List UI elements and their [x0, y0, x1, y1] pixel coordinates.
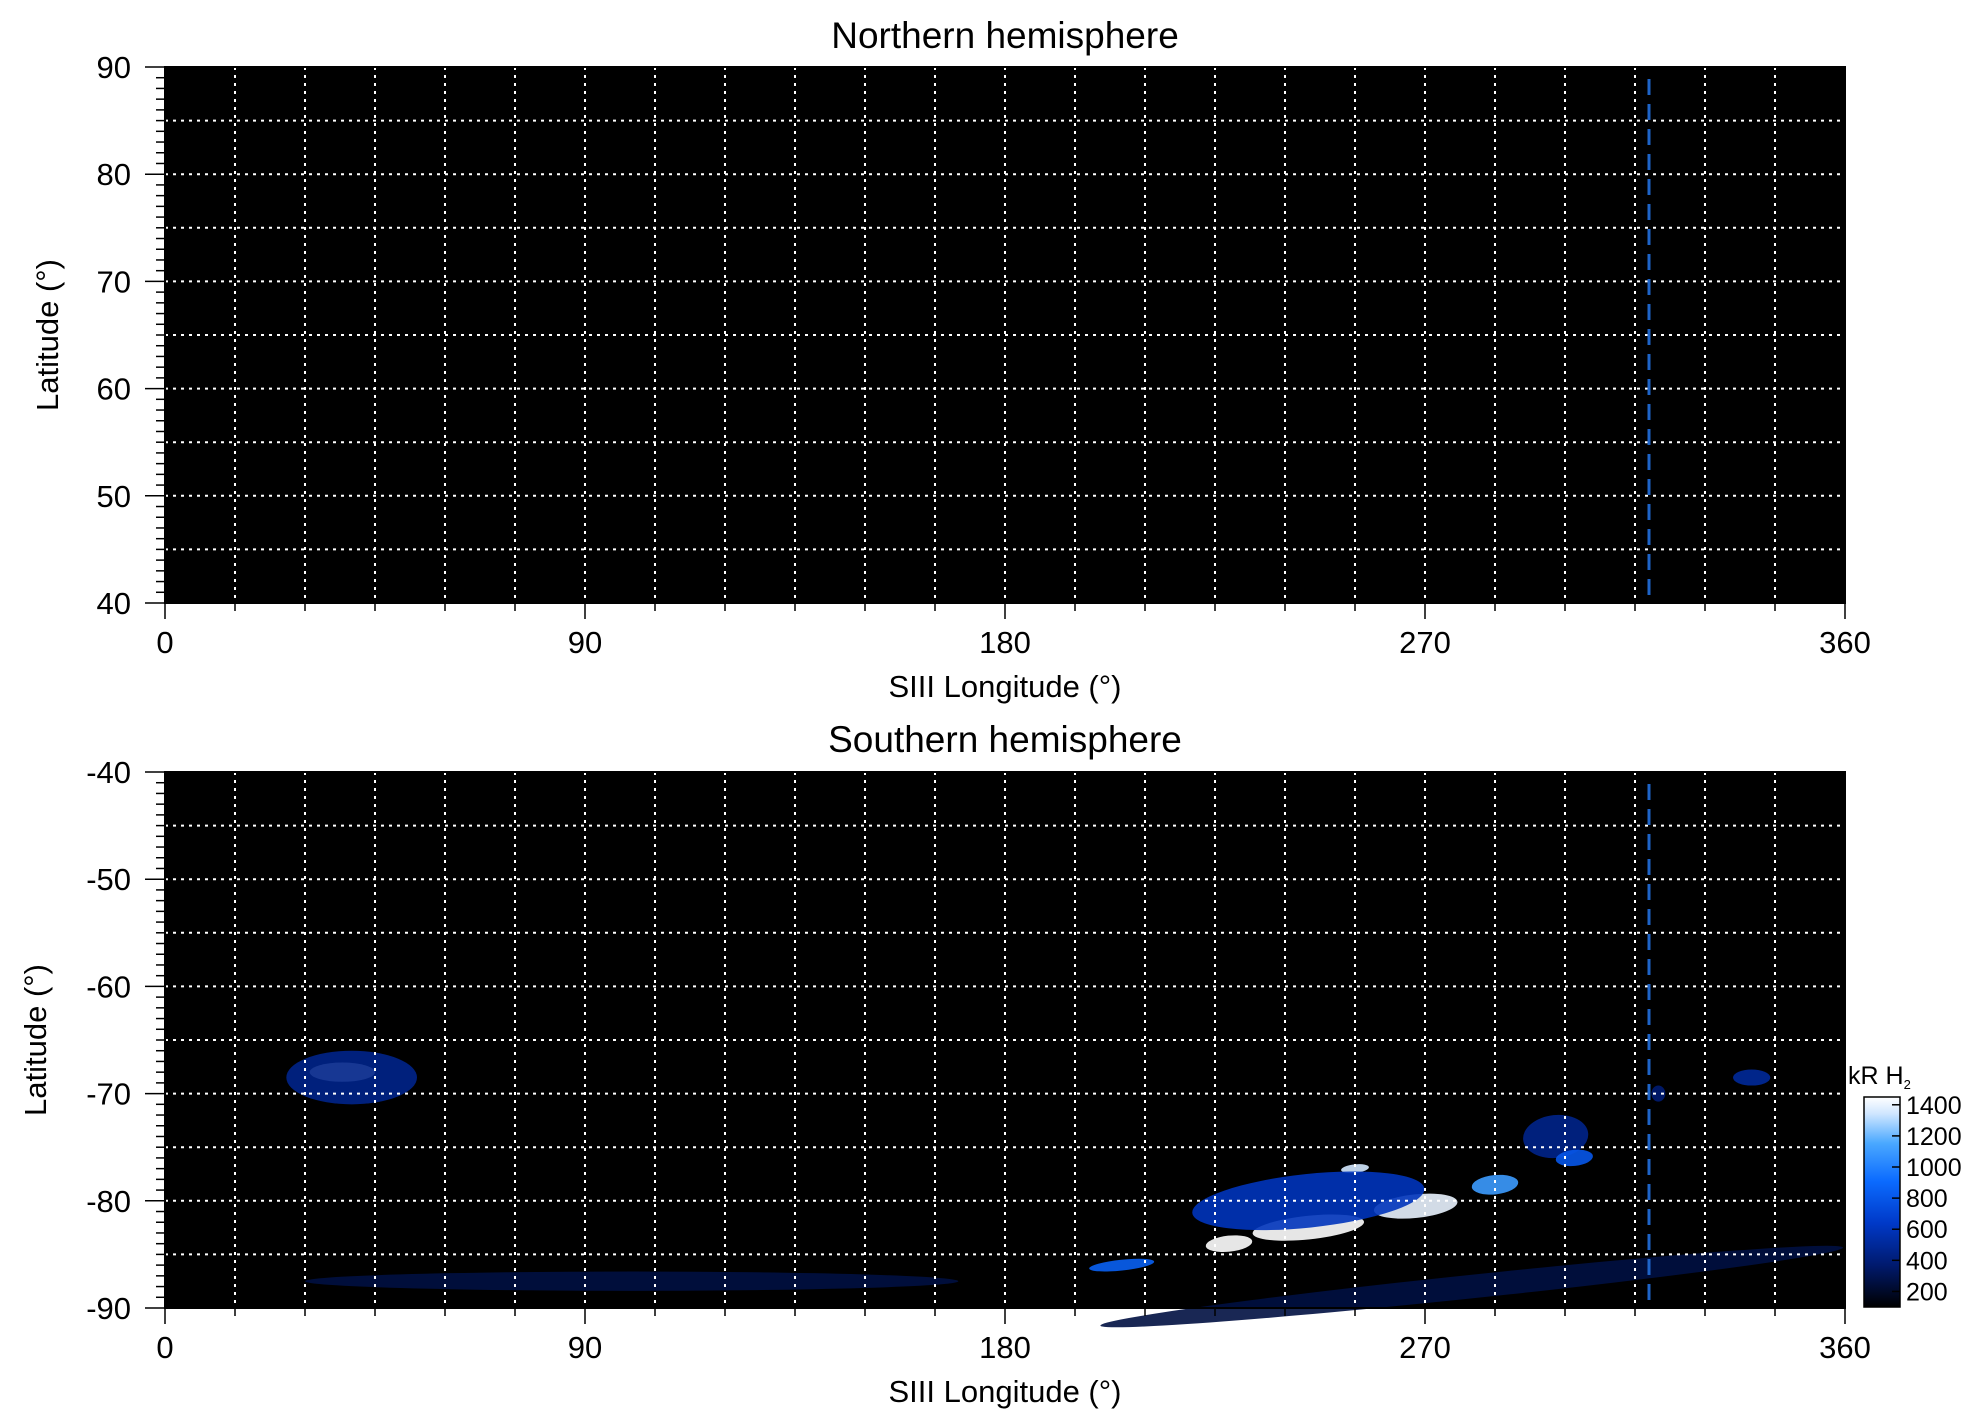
y-tick-label: -40 — [86, 755, 131, 790]
heatmap-area — [165, 772, 1845, 1328]
axes: 0 90 180 270 360 -40 -50 -60 -70 -80 -90 — [86, 755, 1871, 1365]
colorbar-ticks: 1400 1200 1000 800 600 400 200 — [1892, 1092, 1962, 1306]
colorbar-tick-label: 400 — [1906, 1247, 1948, 1275]
y-tick-label: -90 — [86, 1291, 131, 1326]
colorbar: kR H2 1400 1200 1000 800 600 400 200 — [1848, 1062, 1962, 1308]
x-tick-label: 180 — [979, 625, 1031, 660]
colorbar-tick-label: 1000 — [1906, 1154, 1962, 1182]
colorbar-title: kR H2 — [1848, 1062, 1911, 1092]
emission-region — [1651, 1085, 1666, 1102]
emission-region — [1100, 1245, 1843, 1328]
northern-hemisphere-panel: Northern hemisphere 0 90 180 270 360 40 50 60 70… — [30, 15, 1871, 704]
x-tick-label: 90 — [568, 625, 602, 660]
emission-region — [305, 1271, 959, 1291]
y-tick-label: -50 — [86, 862, 131, 897]
emission-region — [1523, 1114, 1589, 1159]
emission-region — [1341, 1164, 1369, 1174]
colorbar-tick-label: 200 — [1906, 1278, 1948, 1306]
heatmap-area — [165, 67, 1845, 603]
y-axis-label: Latitude (°) — [30, 259, 65, 411]
x-tick-label: 0 — [156, 625, 173, 660]
y-tick-label: -80 — [86, 1184, 131, 1219]
x-tick-label: 270 — [1399, 1330, 1451, 1365]
x-tick-label: 0 — [156, 1330, 173, 1365]
y-axis-label: Latitude (°) — [18, 964, 53, 1116]
x-tick-label: 180 — [979, 1330, 1031, 1365]
y-tick-label: 90 — [97, 50, 131, 85]
y-tick-label: 80 — [97, 157, 131, 192]
y-tick-label: 70 — [97, 264, 131, 299]
y-tick-label: 40 — [97, 586, 131, 621]
x-axis-label: SIII Longitude (°) — [889, 669, 1122, 704]
y-tick-label: 60 — [97, 372, 131, 407]
grid-lines — [165, 67, 1845, 603]
colorbar-tick-label: 800 — [1906, 1185, 1948, 1213]
x-tick-label: 90 — [568, 1330, 602, 1365]
colorbar-tick-label: 600 — [1906, 1216, 1948, 1244]
emission-region — [286, 1050, 417, 1105]
emission-region — [1555, 1149, 1593, 1167]
y-tick-label: -60 — [86, 969, 131, 1004]
southern-hemisphere-panel: Southern hemisphere 0 90 180 270 360 -40 -50 -6… — [18, 719, 1871, 1409]
x-axis-label: SIII Longitude (°) — [889, 1374, 1122, 1409]
colorbar-tick-label: 1400 — [1906, 1092, 1962, 1120]
axes: 0 90 180 270 360 40 50 60 70 80 90 — [97, 50, 1871, 660]
grid-lines — [165, 772, 1845, 1308]
emission-region — [1205, 1235, 1253, 1253]
y-tick-label: -70 — [86, 1077, 131, 1112]
y-tick-label: 50 — [97, 479, 131, 514]
emission-region — [1192, 1171, 1425, 1231]
emission-region — [1089, 1258, 1155, 1272]
x-tick-label: 270 — [1399, 625, 1451, 660]
colorbar-tick-label: 1200 — [1906, 1123, 1962, 1151]
colorbar-gradient — [1863, 1096, 1901, 1308]
panel-title: Southern hemisphere — [828, 719, 1182, 760]
panel-title: Northern hemisphere — [831, 15, 1179, 56]
emission-region — [1733, 1069, 1771, 1086]
emission-region — [1471, 1174, 1519, 1195]
x-tick-label: 360 — [1819, 1330, 1871, 1365]
x-tick-label: 360 — [1819, 625, 1871, 660]
